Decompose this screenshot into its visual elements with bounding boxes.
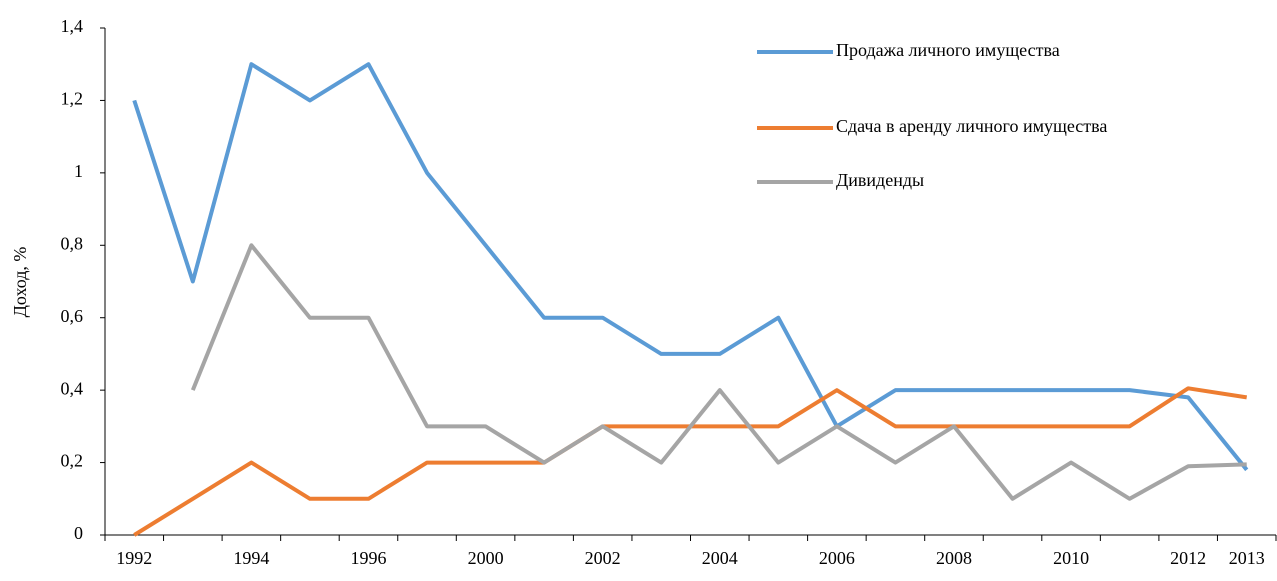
y-tick-label: 0,8 [61, 233, 84, 253]
y-axis-label: Доход, % [10, 247, 30, 318]
y-tick-label: 1,2 [61, 89, 84, 109]
legend-label: Дивиденды [836, 170, 924, 190]
legend-label: Продажа личного имущества [836, 40, 1060, 60]
series-line [190, 243, 1247, 501]
y-tick-label: 1 [74, 161, 83, 181]
x-tick-label: 2000 [468, 548, 504, 568]
y-tick-label: 0,6 [61, 306, 84, 326]
x-tick-label: 2012 [1170, 548, 1206, 568]
x-tick-label: 2004 [702, 548, 738, 568]
x-tick-label: 2010 [1053, 548, 1089, 568]
legend-label: Сдача в аренду личного имущества [836, 116, 1107, 136]
y-tick-label: 1,4 [61, 16, 84, 36]
y-tick-label: 0,4 [61, 378, 84, 398]
y-tick-label: 0 [74, 523, 83, 543]
x-tick-label: 2002 [585, 548, 621, 568]
x-tick-label: 2008 [936, 548, 972, 568]
x-tick-label: 2013 [1229, 548, 1265, 568]
x-tick-label: 1996 [350, 548, 386, 568]
series-line [132, 62, 1249, 472]
y-tick-label: 0,2 [61, 451, 84, 471]
x-tick-label: 2006 [819, 548, 855, 568]
series-line [133, 386, 1248, 537]
x-tick-label: 1992 [116, 548, 152, 568]
x-tick-label: 1994 [233, 548, 269, 568]
